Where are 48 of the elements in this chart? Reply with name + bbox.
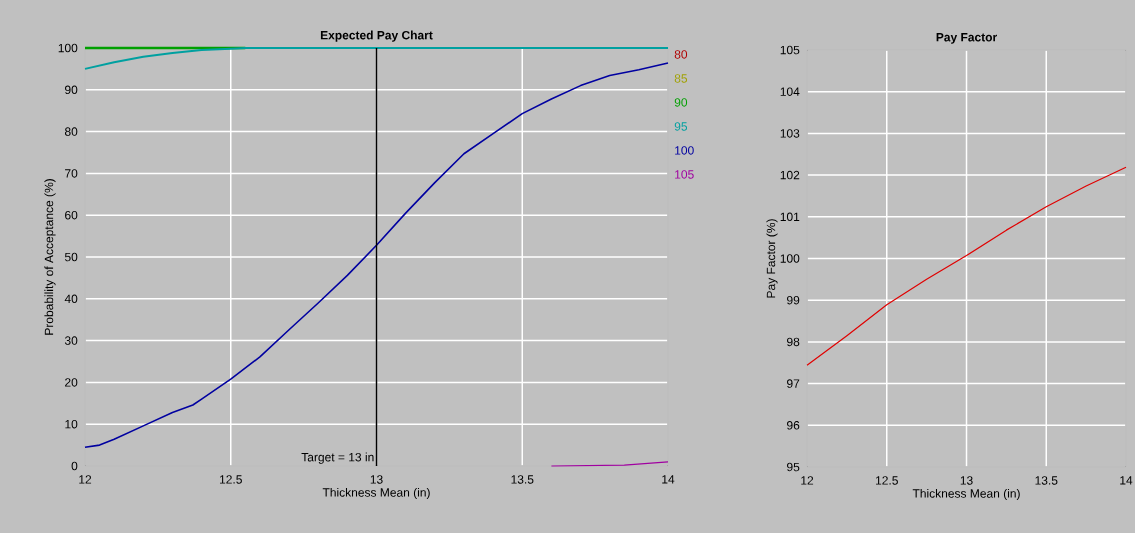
x-tick-label: 12 (79, 475, 92, 484)
x-tick-label: 12 (801, 476, 814, 485)
y-tick-label: 100 (58, 43, 78, 53)
text: 100 (675, 146, 694, 155)
x-tick-label: 14 (662, 475, 675, 484)
y-tick-label: 10 (65, 419, 78, 429)
legend-label: 80 (674, 50, 688, 59)
y-axis-title: Pay Factor (%) (766, 219, 778, 298)
text: 95 (674, 122, 688, 131)
x-axis-title: Thickness Mean (in) (912, 488, 1020, 501)
line-series (806, 166, 1127, 366)
y-tick-label: 95 (787, 462, 800, 472)
chart-title: Expected Pay Chart (320, 30, 433, 42)
x-tick-label: 13.5 (511, 475, 534, 484)
text: 90 (674, 98, 688, 107)
line-series (84, 62, 669, 448)
x-tick-label: 13 (370, 475, 383, 484)
legend-label: 85 (674, 74, 688, 83)
y-tick-label: 100 (780, 254, 800, 263)
text: 105 (675, 170, 694, 179)
y-tick-label: 97 (787, 379, 800, 388)
y-tick-label: 101 (780, 212, 800, 222)
y-tick-label: 20 (65, 378, 78, 387)
x-tick-label: 12.5 (220, 475, 242, 484)
y-tick-label: 98 (787, 337, 800, 347)
x-tick-label: 14 (1120, 476, 1133, 485)
x-tick-label: 13.5 (1035, 476, 1058, 485)
y-tick-label: 105 (780, 45, 800, 55)
y-tick-label: 102 (780, 170, 800, 180)
y-tick-label: 90 (65, 85, 78, 95)
ref-line-label: Target = 13 in (301, 452, 374, 464)
y-axis-title: Probability of Acceptance (%) (44, 179, 56, 335)
x-tick-label: 12.5 (876, 476, 898, 485)
y-tick-label: 70 (65, 169, 78, 178)
line-series (84, 47, 670, 70)
x-axis-title: Thickness Mean (in) (322, 487, 430, 500)
y-tick-label: 99 (787, 295, 800, 305)
y-tick-label: 103 (780, 129, 800, 138)
y-tick-label: 30 (64, 336, 78, 345)
y-tick-label: 0 (71, 461, 78, 471)
y-tick-label: 50 (64, 252, 78, 262)
y-tick-label: 104 (780, 87, 800, 96)
y-tick-label: 60 (65, 210, 78, 220)
chart-title: Pay Factor (936, 33, 997, 44)
y-tick-label: 96 (787, 421, 800, 430)
y-tick-label: 40 (64, 294, 78, 304)
y-tick-label: 80 (64, 127, 78, 136)
x-tick-label: 13 (960, 476, 973, 485)
